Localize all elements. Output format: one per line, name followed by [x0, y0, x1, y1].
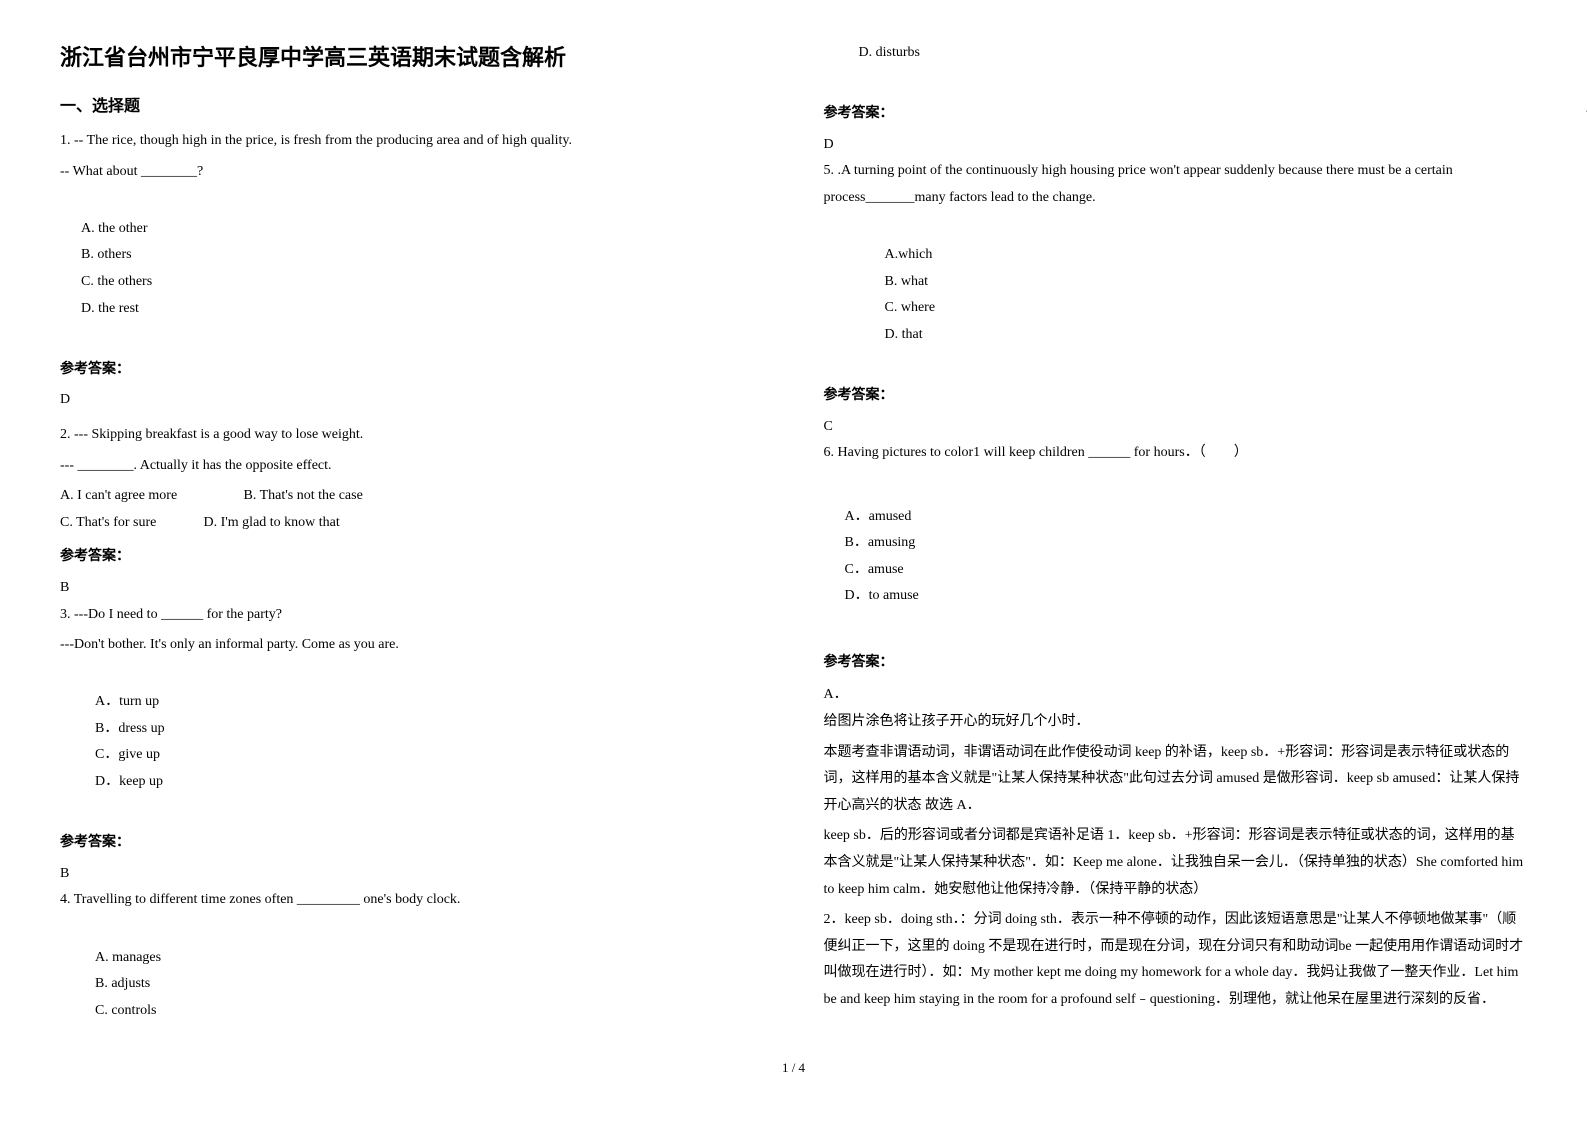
q6-expl-1: 给图片涂色将让孩子开心的玩好几个小时． — [824, 709, 1528, 736]
q4-ans: D — [824, 132, 1528, 159]
q6-expl-3: keep sb．后的形容词或者分词都是宾语补足语 1．keep sb．+形容词：… — [824, 823, 1528, 903]
q4-optD: D. disturbs — [859, 40, 920, 67]
q5-optA: A.which — [885, 242, 985, 269]
q3-ans: B — [60, 861, 764, 888]
q6-ans-label: 参考答案： — [824, 648, 1528, 675]
q3-options: A．turn up B．dress up C．give up D．keep up — [60, 663, 764, 823]
q5-ans: C — [824, 414, 1528, 441]
q2-row2: C. That's for sure D. I'm glad to know t… — [60, 510, 764, 537]
q2-line1: 2. --- Skipping breakfast is a good way … — [60, 422, 764, 449]
q2-ans: B — [60, 575, 764, 602]
q5-optC: C. where — [885, 295, 985, 322]
q2-ans-label: 参考答案： — [60, 542, 764, 569]
page-footer: 1 / 4 — [60, 1060, 1527, 1076]
q1-optA: A. the other — [81, 216, 201, 243]
q5-line1: 5. .A turning point of the continuously … — [824, 158, 1528, 211]
q4-line1: 4. Travelling to different time zones of… — [60, 887, 764, 914]
q1-line2: -- What about ________? — [60, 159, 764, 186]
q5-ans-label: 参考答案： — [824, 381, 1528, 408]
q5-optB: B. what — [885, 269, 985, 296]
section-heading: 一、选择题 — [60, 92, 764, 116]
q1-optB: B. others — [81, 242, 201, 269]
q6-optC: C．amuse — [845, 557, 955, 584]
q6-expl-2: 本题考查非谓语动词，非谓语动词在此作使役动词 keep 的补语，keep sb．… — [824, 740, 1528, 820]
q2-optC: C. That's for sure — [60, 510, 200, 537]
q1-optC: C. the others — [81, 269, 261, 296]
q5-options: A.which B. what C. where D. that — [824, 216, 1528, 376]
q1-line1: 1. -- The rice, though high in the price… — [60, 128, 764, 155]
q4-ans-label: 参考答案： — [824, 99, 1528, 126]
q1-optD: D. the rest — [81, 296, 139, 323]
q3-optB: B．dress up — [95, 716, 285, 743]
q6-ans: A． — [824, 683, 1528, 703]
q1-ans-label: 参考答案： — [60, 355, 764, 382]
q2-row1: A. I can't agree more B. That's not the … — [60, 483, 764, 510]
q4-optC: C. controls — [95, 998, 235, 1025]
q1-options: A. the other B. others C. the others D. … — [60, 189, 764, 349]
q3-line2: ---Don't bother. It's only an informal p… — [60, 632, 764, 659]
q6-expl-4: 2．keep sb．doing sth．：分词 doing sth．表示一种不停… — [824, 907, 1528, 1013]
q2-optB: B. That's not the case — [244, 488, 363, 503]
question-3: 3. ---Do I need to ______ for the party?… — [60, 602, 764, 888]
q4-optB: B. adjusts — [95, 971, 245, 998]
q2-optA: A. I can't agree more — [60, 483, 240, 510]
q6-optA: A．amused — [845, 504, 955, 531]
q6-optD: D．to amuse — [845, 583, 919, 610]
q3-optD: D．keep up — [95, 769, 163, 796]
question-2: 2. --- Skipping breakfast is a good way … — [60, 422, 764, 602]
q3-ans-label: 参考答案： — [60, 828, 764, 855]
question-5: 5. .A turning point of the continuously … — [824, 158, 1528, 440]
q6-options: A．amused B．amusing C．amuse D．to amuse — [824, 477, 1528, 637]
q3-line1: 3. ---Do I need to ______ for the party? — [60, 602, 764, 629]
q1-ans: D — [60, 387, 764, 414]
q3-optA: A．turn up — [95, 689, 265, 716]
question-6: 6. Having pictures to color1 will keep c… — [824, 440, 1528, 675]
q6-line1: 6. Having pictures to color1 will keep c… — [824, 440, 1528, 467]
q3-optC: C．give up — [95, 742, 295, 769]
q2-optD: D. I'm glad to know that — [204, 515, 340, 530]
q6-optB: B．amusing — [845, 530, 955, 557]
q2-line2: --- ________. Actually it has the opposi… — [60, 453, 764, 480]
q5-optD: D. that — [885, 322, 923, 349]
question-1: 1. -- The rice, though high in the price… — [60, 128, 764, 414]
page-title: 浙江省台州市宁平良厚中学高三英语期末试题含解析 — [60, 40, 764, 72]
q4-optA: A. manages — [95, 945, 215, 972]
